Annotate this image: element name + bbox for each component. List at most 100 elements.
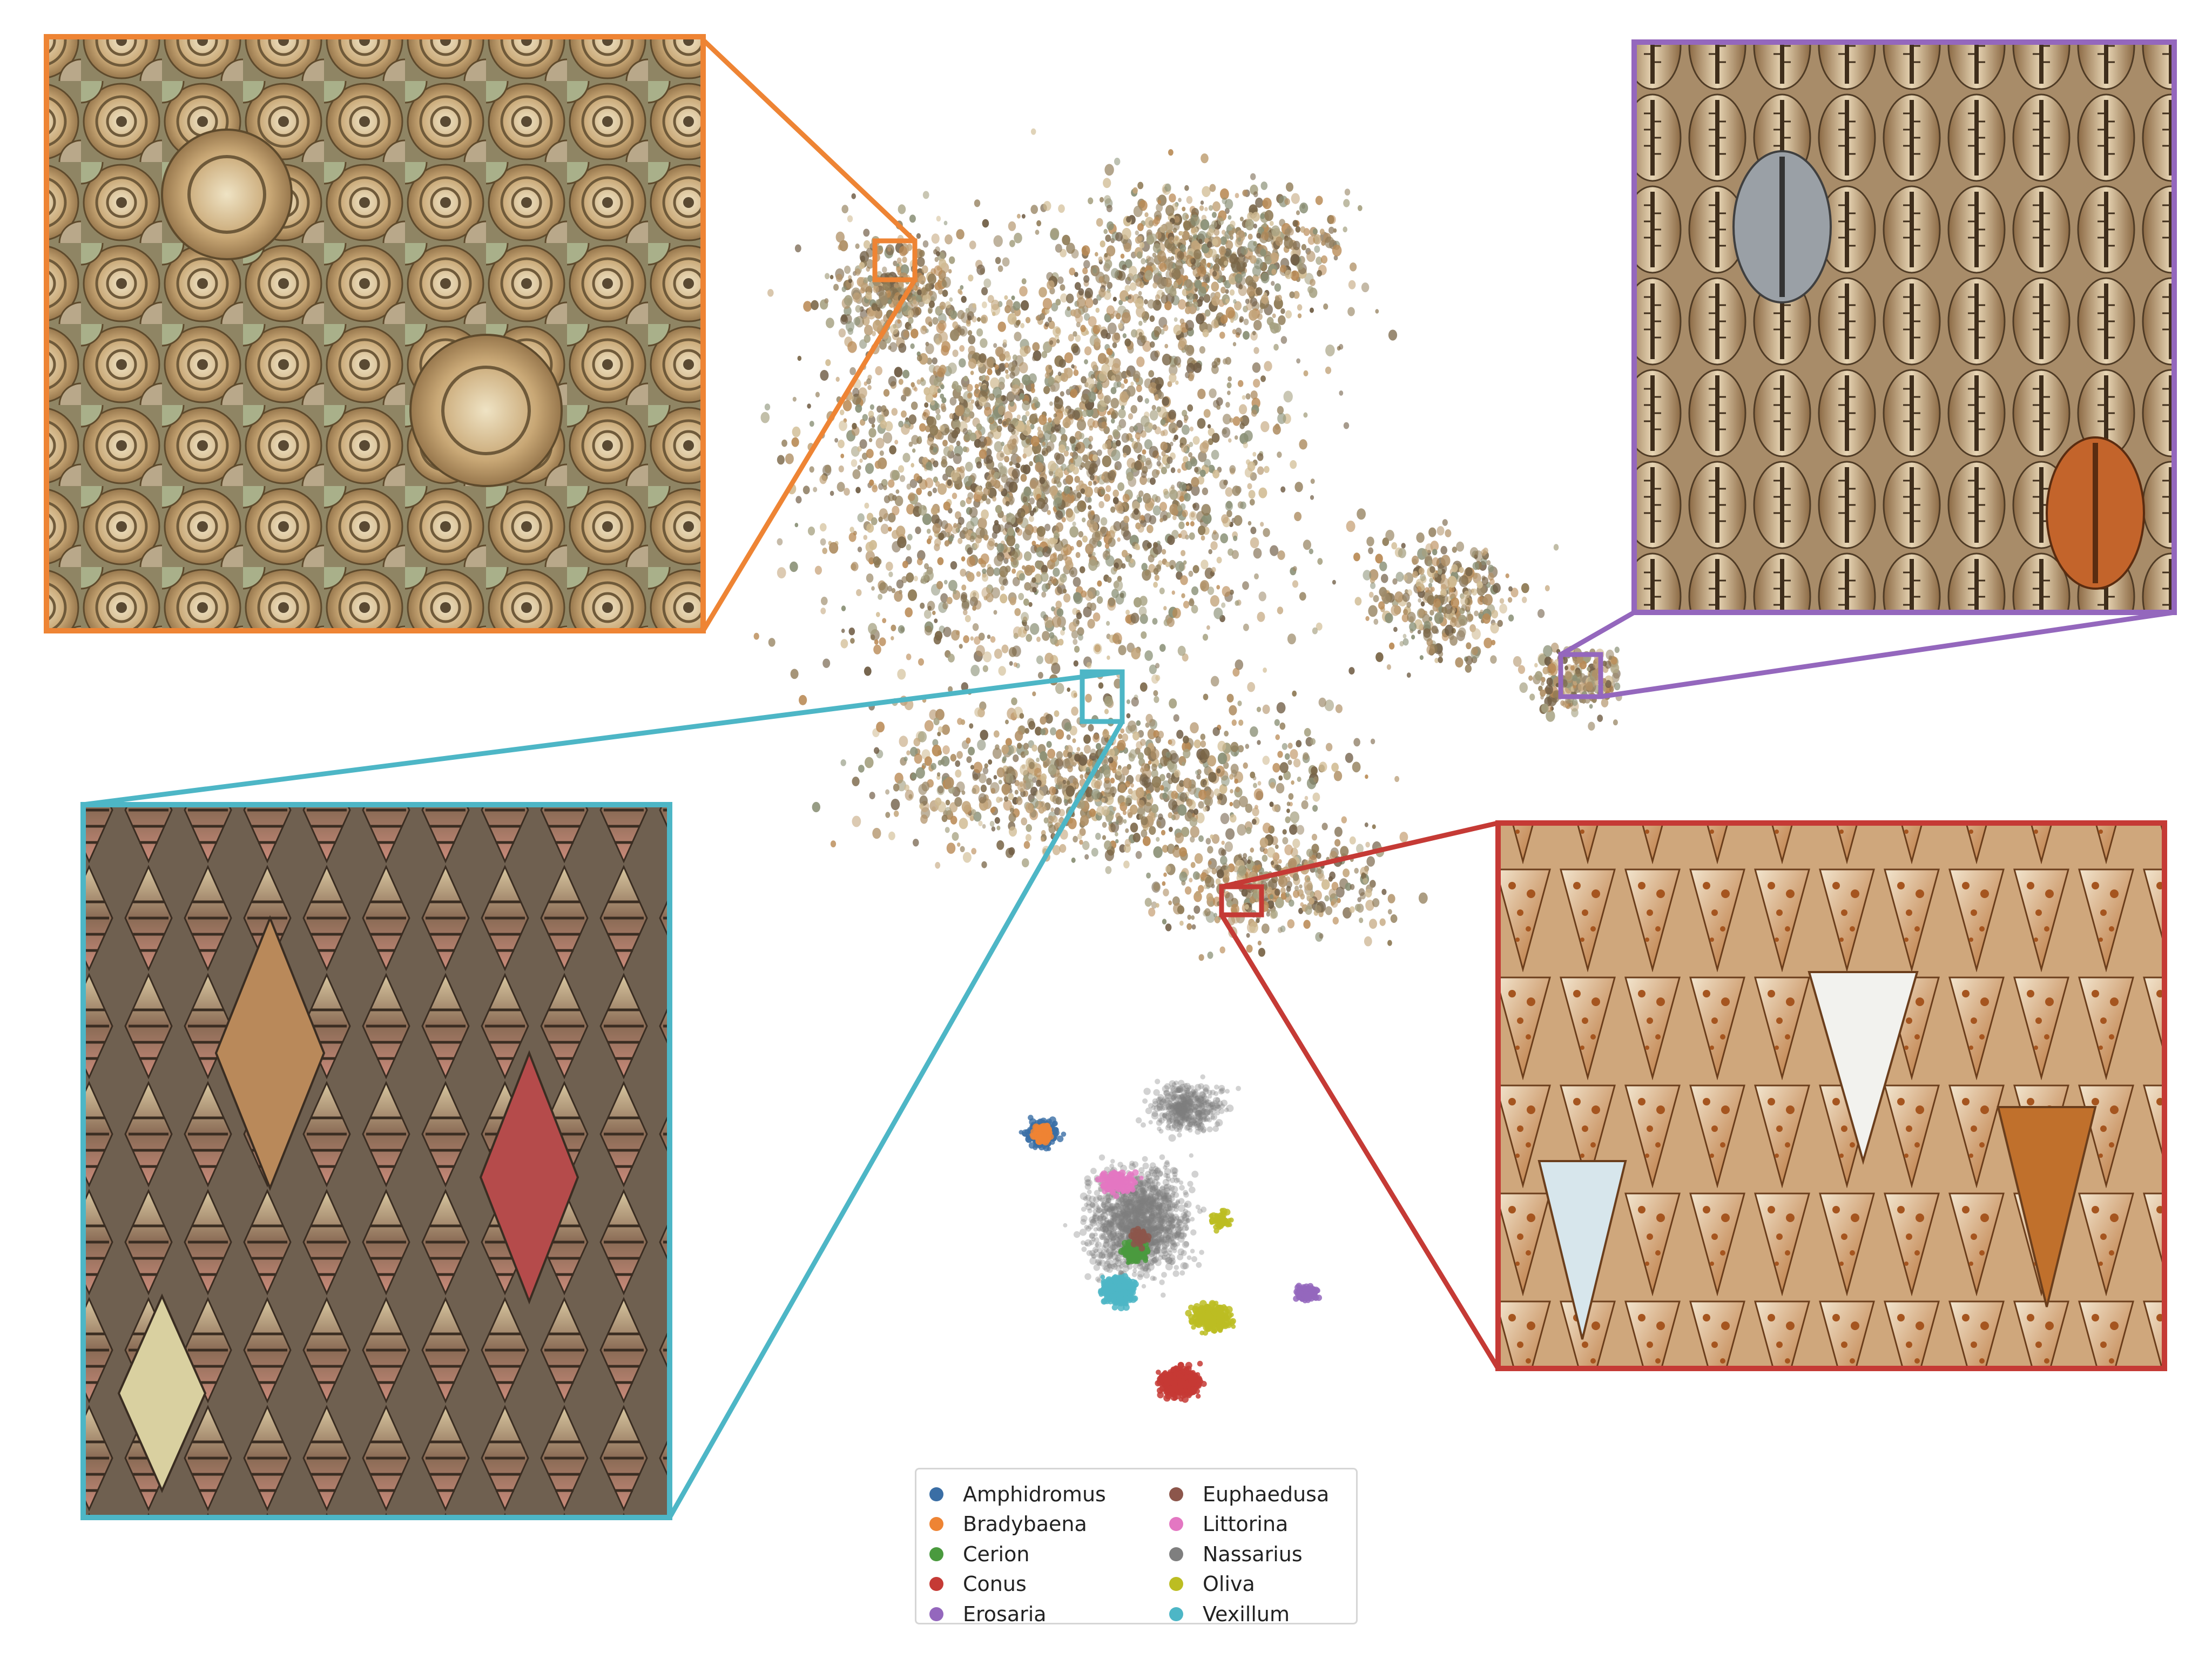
shell-thumbnail xyxy=(1074,447,1078,451)
shell-thumbnail xyxy=(1188,452,1193,458)
shell-thumbnail xyxy=(1185,521,1190,527)
shell-thumbnail xyxy=(1304,728,1311,737)
shell-thumbnail xyxy=(1166,772,1171,779)
shell-thumbnail xyxy=(1247,240,1257,252)
shell-thumbnail xyxy=(919,423,926,432)
shell-thumbnail xyxy=(953,523,957,528)
shell-thumbnail xyxy=(967,330,973,336)
shell-thumbnail xyxy=(1211,295,1220,306)
shell-thumbnail xyxy=(1055,683,1064,694)
shell-thumbnail xyxy=(1199,580,1210,592)
shell-thumbnail xyxy=(1088,505,1092,510)
shell-thumbnail xyxy=(852,777,860,786)
shell-thumbnail xyxy=(1006,391,1015,402)
shell-thumbnail xyxy=(1258,591,1266,602)
shell-thumbnail xyxy=(1229,289,1235,296)
shell-thumbnail xyxy=(1423,628,1431,638)
shell-thumbnail xyxy=(1088,316,1097,327)
shell-thumbnail xyxy=(874,747,880,754)
genus-colored-embedding xyxy=(1019,1074,1323,1403)
shell-thumbnail xyxy=(1047,417,1052,423)
shell-thumbnail xyxy=(1375,309,1379,314)
shell-thumbnail xyxy=(1179,871,1188,882)
shell-thumbnail xyxy=(1210,595,1219,607)
shell-thumbnail xyxy=(1179,847,1187,857)
shell-thumbnail xyxy=(1173,222,1180,231)
shell-thumbnail xyxy=(1084,313,1090,321)
shell-thumbnail xyxy=(1144,513,1152,523)
shell-thumbnail xyxy=(1002,257,1010,267)
shell-thumbnail xyxy=(1144,270,1153,281)
shell-thumbnail xyxy=(1104,164,1114,176)
shell-thumbnail xyxy=(1120,728,1125,734)
shell-thumbnail xyxy=(1047,510,1051,515)
shell-thumbnail xyxy=(1198,525,1206,535)
shell-thumbnail xyxy=(1076,419,1087,431)
shell-thumbnail xyxy=(1011,295,1015,300)
shell-thumbnail xyxy=(1230,764,1239,774)
shell-thumbnail xyxy=(945,234,953,245)
shell-thumbnail xyxy=(1294,511,1302,522)
shell-thumbnail xyxy=(873,285,879,293)
shell-thumbnail xyxy=(1042,631,1050,641)
shell-thumbnail xyxy=(1411,555,1419,565)
shell-thumbnail xyxy=(1545,585,1550,591)
shell-thumbnail xyxy=(1079,465,1083,470)
shell-thumbnail xyxy=(976,461,982,469)
shell-thumbnail xyxy=(1048,764,1057,775)
shell-thumbnail xyxy=(1238,865,1246,876)
shell-thumbnail xyxy=(824,464,832,474)
shell-thumbnail xyxy=(1055,299,1061,306)
shell-thumbnail xyxy=(1290,460,1297,469)
shell-thumbnail xyxy=(1316,852,1321,859)
shell-thumbnail xyxy=(1123,515,1130,523)
shell-thumbnail xyxy=(898,421,904,428)
shell-thumbnail xyxy=(790,669,799,679)
shell-thumbnail xyxy=(996,825,1001,831)
shell-thumbnail xyxy=(1036,526,1046,537)
shell-thumbnail xyxy=(1042,806,1047,812)
shell-thumbnail xyxy=(955,769,962,778)
shell-thumbnail xyxy=(1115,832,1118,837)
shell-thumbnail xyxy=(850,638,855,644)
shell-thumbnail xyxy=(911,463,914,468)
shell-thumbnail xyxy=(1352,761,1361,773)
shell-thumbnail xyxy=(1128,413,1134,420)
shell-thumbnail xyxy=(1220,266,1225,271)
shell-thumbnail xyxy=(877,457,887,469)
shell-thumbnail xyxy=(1151,764,1157,771)
shell-thumbnail xyxy=(1312,792,1320,802)
shell-thumbnail xyxy=(927,605,932,611)
shell-thumbnail xyxy=(1206,241,1212,248)
shell-thumbnail xyxy=(803,301,812,312)
shell-thumbnail xyxy=(992,496,997,502)
shell-thumbnail xyxy=(1055,601,1062,609)
shell-thumbnail xyxy=(1497,619,1503,627)
shell-thumbnail xyxy=(1305,906,1312,915)
shell-thumbnail xyxy=(1089,474,1095,481)
shell-thumbnail xyxy=(1043,422,1051,433)
shell-thumbnail xyxy=(1346,521,1355,532)
shell-thumbnail xyxy=(1237,824,1246,836)
shell-thumbnail xyxy=(1181,424,1190,435)
shell-thumbnail xyxy=(1364,822,1368,827)
shell-thumbnail xyxy=(1057,781,1064,790)
shell-thumbnail xyxy=(1161,830,1166,835)
shell-thumbnail xyxy=(963,375,968,382)
shell-thumbnail xyxy=(959,482,963,488)
shell-thumbnail xyxy=(1331,898,1338,908)
shell-thumbnail xyxy=(898,465,905,473)
shell-thumbnail xyxy=(1126,713,1131,719)
shell-thumbnail xyxy=(1357,205,1363,211)
shell-thumbnail xyxy=(1098,256,1103,262)
shell-thumbnail xyxy=(1022,415,1027,422)
shell-thumbnail xyxy=(1011,568,1016,574)
shell-thumbnail xyxy=(1005,501,1010,507)
shell-thumbnail xyxy=(865,757,874,768)
shell-thumbnail xyxy=(1243,331,1250,340)
shell-thumbnail xyxy=(1139,242,1145,248)
shell-thumbnail xyxy=(1033,413,1038,419)
shell-thumbnail xyxy=(948,579,957,591)
shell-thumbnail xyxy=(983,651,992,663)
shell-thumbnail xyxy=(1074,272,1078,277)
